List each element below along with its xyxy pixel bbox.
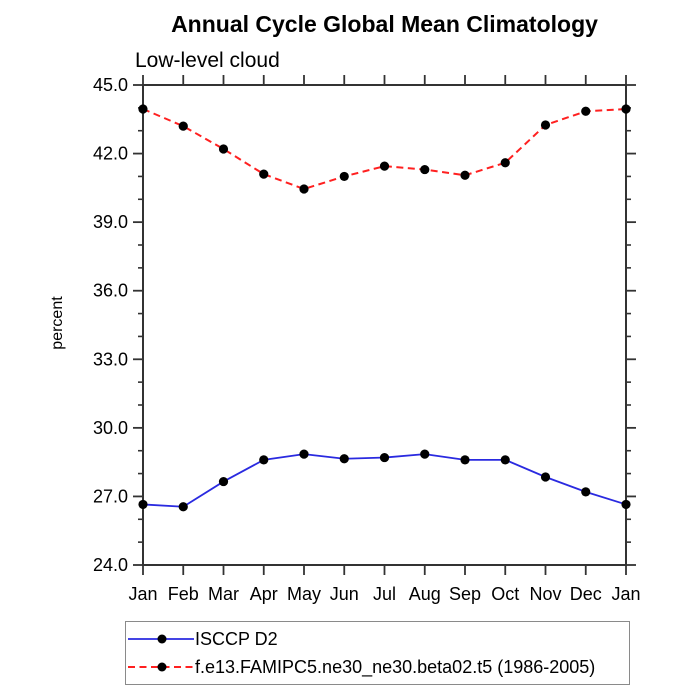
data-point xyxy=(259,169,269,179)
y-tick-label: 33.0 xyxy=(93,349,128,369)
data-point xyxy=(500,158,510,168)
y-tick-label: 30.0 xyxy=(93,418,128,438)
x-tick-label: Sep xyxy=(449,584,481,604)
legend-label-model: f.e13.FAMIPC5.ne30_ne30.beta02.t5 (1986-… xyxy=(195,656,596,677)
data-point xyxy=(178,121,188,131)
data-point xyxy=(420,164,430,175)
model-series-line xyxy=(142,108,627,191)
x-tick-label: Aug xyxy=(409,584,441,604)
x-tick-label: Jul xyxy=(373,584,396,604)
data-point xyxy=(420,449,430,459)
data-point xyxy=(581,106,591,116)
x-tick-label: Nov xyxy=(529,584,561,604)
chart-subtitle: Low-level cloud xyxy=(135,49,280,72)
x-tick-label: Jan xyxy=(611,584,640,604)
data-point xyxy=(540,120,551,130)
data-point xyxy=(621,104,631,114)
data-point xyxy=(621,499,631,510)
data-point xyxy=(218,476,229,487)
data-point xyxy=(500,455,510,465)
data-point xyxy=(138,104,148,114)
chart-title: Annual Cycle Global Mean Climatology xyxy=(171,11,598,37)
data-point xyxy=(460,170,470,180)
data-point xyxy=(339,454,349,464)
x-tick-label: Mar xyxy=(208,584,239,604)
plot-frame xyxy=(142,84,627,566)
y-tick-label: 45.0 xyxy=(93,75,128,95)
data-point xyxy=(178,502,188,512)
data-point xyxy=(379,161,390,171)
legend: ISCCP D2 f.e13.FAMIPC5.ne30_ne30.beta02.… xyxy=(125,621,630,685)
x-tick-label: May xyxy=(287,584,321,604)
legend-item-model: f.e13.FAMIPC5.ne30_ne30.beta02.t5 (1986-… xyxy=(126,653,629,681)
solid-line-marker-icon xyxy=(128,634,194,644)
y-tick-label: 27.0 xyxy=(93,486,128,506)
x-tick-label: Apr xyxy=(250,584,278,604)
y-tick-label: 42.0 xyxy=(93,144,128,164)
legend-label-obs: ISCCP D2 xyxy=(195,628,278,649)
dashed-line-marker-icon xyxy=(128,662,194,672)
data-point xyxy=(138,499,148,510)
data-point xyxy=(339,171,349,182)
x-tick-label: Dec xyxy=(570,584,602,604)
y-tick-label: 24.0 xyxy=(93,555,128,575)
x-tick-label: Jun xyxy=(330,584,359,604)
x-tick-label: Feb xyxy=(168,584,199,604)
legend-item-obs: ISCCP D2 xyxy=(126,625,629,653)
data-point xyxy=(460,455,470,465)
y-tick-label: 39.0 xyxy=(93,212,128,232)
data-point xyxy=(299,449,309,459)
data-point xyxy=(581,487,591,497)
x-tick-label: Jan xyxy=(128,584,157,604)
data-point xyxy=(540,472,551,482)
data-point xyxy=(259,455,269,465)
y-tick-label: 36.0 xyxy=(93,281,128,301)
data-point xyxy=(218,144,229,154)
data-point xyxy=(299,184,309,194)
x-tick-label: Oct xyxy=(491,584,519,604)
data-point xyxy=(379,452,390,463)
